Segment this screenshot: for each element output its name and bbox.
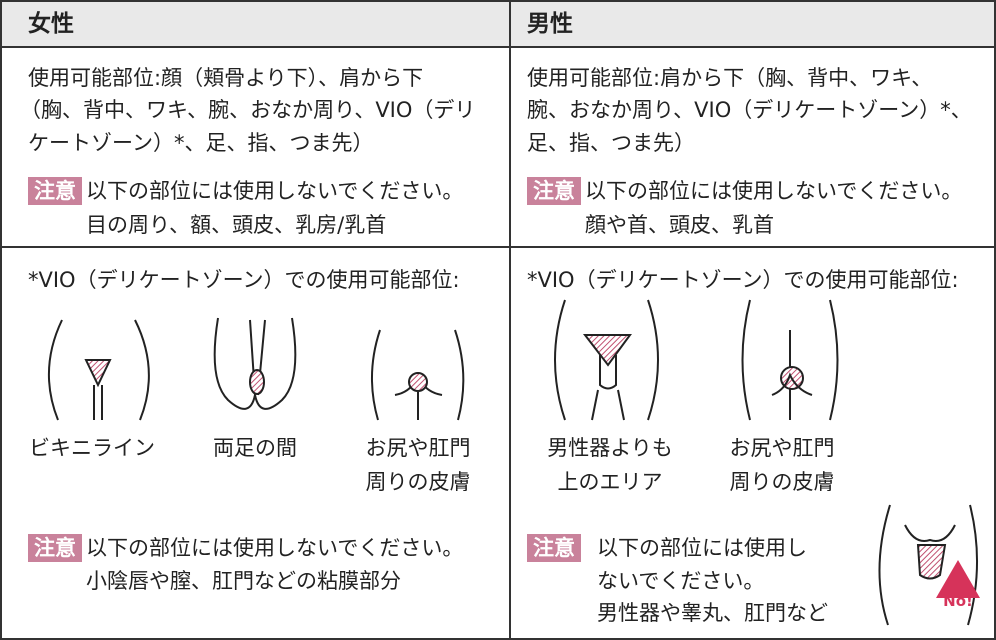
- caution-line: 以下の部位には使用しないでください。: [86, 179, 464, 203]
- usage-line: ケートゾーン）*、足、指、つま先）: [28, 131, 374, 155]
- usage-line: 腕、おなか周り、VIO（デリケートゾーン）*、: [527, 98, 972, 122]
- header-cell: 女性: [28, 11, 74, 37]
- caution-line: 以下の部位には使用しないでください。: [86, 536, 464, 560]
- area-label: 両足の間: [213, 436, 297, 460]
- caution-line: 以下の部位には使用しないでください。: [585, 179, 963, 203]
- area-label: 男性器よりも: [547, 436, 673, 460]
- area-label: ビキニライン: [29, 436, 155, 460]
- caution-label: 注意: [527, 177, 581, 205]
- caution-line: 小陰唇や膣、肛門などの粘膜部分: [86, 569, 401, 593]
- area-label: 周りの皮膚: [729, 470, 835, 494]
- area-label: お尻や肛門: [365, 436, 471, 460]
- caution-label: 注意: [28, 534, 82, 562]
- column-divider: [509, 0, 511, 640]
- usage-line: 使用可能部位:顔（頬骨より下）、肩から下: [28, 66, 424, 90]
- vio-heading: *VIO（デリケートゾーン）での使用可能部位:: [527, 268, 959, 292]
- caution-line: 顔や首、頭皮、乳首: [585, 213, 774, 237]
- caution-label: 注意: [527, 534, 581, 562]
- vio-heading: *VIO（デリケートゾーン）での使用可能部位:: [28, 268, 460, 292]
- caution-line: ないでください。: [597, 569, 765, 593]
- caution-line: 目の周り、額、頭皮、乳房/乳首: [86, 213, 387, 237]
- caution-line: 以下の部位には使用し: [597, 536, 807, 560]
- usage-line: 使用可能部位:肩から下（胸、背中、ワキ、: [527, 66, 933, 90]
- area-label: 周りの皮膚: [365, 470, 471, 494]
- caution-line: 男性器や睾丸、肛門など: [597, 601, 828, 625]
- vio-row: [0, 246, 996, 640]
- header-cell: 男性: [527, 11, 573, 37]
- area-label: お尻や肛門: [729, 436, 835, 460]
- header-row: [0, 0, 996, 48]
- usage-line: （胸、背中、ワキ、腕、おなか周り、VIO（デリ: [20, 98, 476, 122]
- area-label: 上のエリア: [557, 470, 663, 494]
- caution-label: 注意: [28, 177, 82, 205]
- usage-line: 足、指、つま先）: [527, 131, 695, 155]
